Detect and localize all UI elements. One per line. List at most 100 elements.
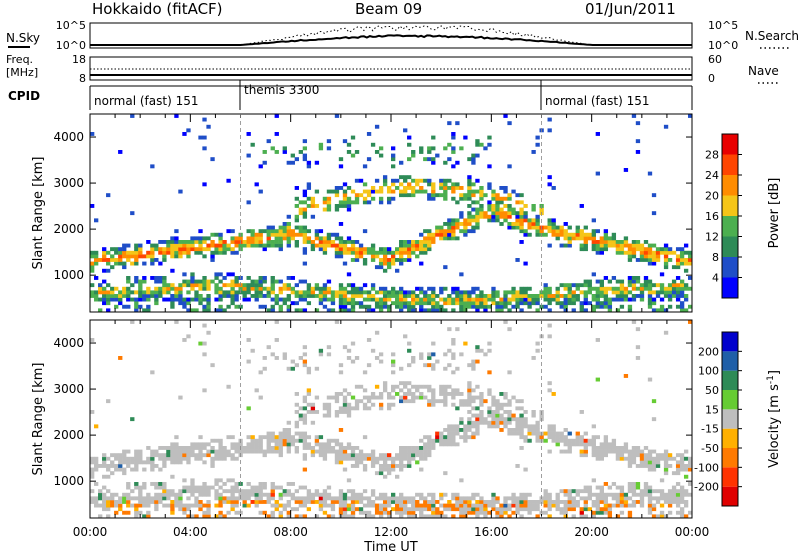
power-cell xyxy=(647,304,653,309)
power-cell xyxy=(258,290,263,295)
velocity-cell xyxy=(471,503,476,508)
velocity-cell xyxy=(675,453,681,458)
velocity-cell xyxy=(338,428,344,432)
velocity-cell xyxy=(174,492,179,497)
velocity-cell xyxy=(182,453,187,458)
power-cell xyxy=(607,304,613,309)
velocity-cell xyxy=(483,514,488,519)
power-cell xyxy=(214,250,219,255)
power-cell xyxy=(407,301,412,306)
velocity-cell xyxy=(94,503,99,508)
power-cell xyxy=(202,308,207,313)
power-cell xyxy=(635,258,641,262)
power-cell xyxy=(643,250,649,255)
power-cell xyxy=(447,225,452,230)
power-cell xyxy=(162,297,167,302)
velocity-cell xyxy=(250,348,255,353)
velocity-cell xyxy=(619,492,625,497)
power-cell xyxy=(334,290,340,295)
power-cell xyxy=(278,286,283,291)
velocity-cell xyxy=(170,500,175,504)
velocity-cell xyxy=(350,456,356,461)
velocity-cell xyxy=(214,503,219,508)
velocity-cell xyxy=(447,424,452,429)
power-cell xyxy=(118,258,123,262)
velocity-cell xyxy=(527,438,532,443)
power-cell xyxy=(322,283,328,288)
velocity-cell xyxy=(495,413,500,418)
power-cell xyxy=(190,279,195,284)
power-cell xyxy=(318,142,324,147)
power-cell xyxy=(254,240,259,244)
power-cell xyxy=(194,294,199,298)
power-cell xyxy=(142,276,147,280)
power-cell xyxy=(463,297,468,302)
power-cell xyxy=(230,279,235,284)
velocity-cell xyxy=(126,456,131,461)
power-cell xyxy=(342,290,348,295)
power-cell xyxy=(399,254,404,259)
x-tick-label: 16:00 xyxy=(474,525,509,539)
power-cell xyxy=(306,204,312,208)
velocity-cell xyxy=(411,500,416,504)
power-cell xyxy=(675,286,681,291)
power-cell xyxy=(579,301,584,306)
power-cell xyxy=(310,214,316,219)
x-tick-label: 08:00 xyxy=(273,525,308,539)
power-cell xyxy=(126,297,131,302)
power-cell xyxy=(407,243,412,248)
power-cell xyxy=(547,308,552,313)
velocity-cell xyxy=(278,503,283,508)
velocity-cell xyxy=(435,359,440,364)
velocity-cell xyxy=(627,482,633,486)
power-cell xyxy=(166,240,171,244)
power-cell xyxy=(274,294,279,298)
power-cell xyxy=(230,240,235,244)
velocity-cell xyxy=(190,514,195,519)
power-cell xyxy=(378,250,384,255)
power-cell xyxy=(499,214,504,219)
velocity-cell xyxy=(587,492,592,497)
velocity-cell xyxy=(290,366,295,371)
power-cell xyxy=(463,193,468,198)
power-cell xyxy=(595,297,600,302)
power-cell xyxy=(511,290,516,295)
velocity-cell xyxy=(122,467,127,472)
power-cell xyxy=(218,279,223,284)
velocity-cell xyxy=(583,446,588,450)
power-cell xyxy=(563,294,568,298)
power-colorbar-tick: 8 xyxy=(712,251,719,264)
power-cell xyxy=(471,214,476,219)
velocity-cell xyxy=(419,356,424,360)
velocity-cell xyxy=(254,388,259,393)
velocity-cell xyxy=(362,489,368,494)
velocity-cell xyxy=(543,496,548,501)
power-cell xyxy=(370,254,376,259)
velocity-cell xyxy=(415,492,420,497)
power-cell xyxy=(238,243,243,248)
power-cell xyxy=(366,294,372,298)
power-cell xyxy=(214,232,219,237)
velocity-cell xyxy=(591,478,596,483)
velocity-cell xyxy=(475,503,480,508)
power-cell xyxy=(350,258,356,262)
power-cell xyxy=(519,301,524,306)
power-cell xyxy=(471,225,476,230)
velocity-cell xyxy=(98,489,103,494)
power-cell xyxy=(202,279,207,284)
velocity-cell xyxy=(286,489,291,494)
velocity-cell xyxy=(579,496,584,501)
velocity-cell xyxy=(286,420,291,425)
power-cell xyxy=(451,146,456,151)
velocity-cell xyxy=(619,503,625,508)
velocity-cell xyxy=(382,507,388,512)
power-cell xyxy=(475,142,480,147)
velocity-cell xyxy=(90,460,95,465)
power-cell xyxy=(326,243,332,248)
velocity-cell xyxy=(250,489,255,494)
power-cell xyxy=(150,276,155,280)
power-cell xyxy=(423,294,428,298)
velocity-cell xyxy=(222,496,227,501)
velocity-cell xyxy=(346,496,352,501)
power-cell xyxy=(563,301,568,306)
